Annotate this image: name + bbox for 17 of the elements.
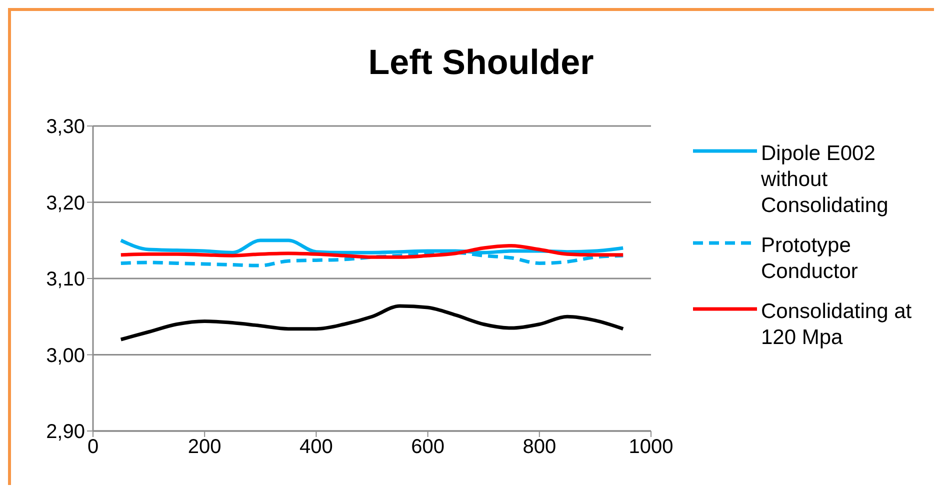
line-series — [119, 244, 625, 259]
y-tick-label: 3,20 — [46, 192, 85, 214]
x-tick-label: 600 — [411, 436, 444, 458]
x-tick-label: 400 — [300, 436, 333, 458]
x-tick-label: 0 — [87, 436, 99, 458]
line-series — [119, 304, 625, 342]
legend-label: Dipole E002 without Consolidating — [761, 141, 890, 219]
legend-label: Consolidating at 120 Mpa — [761, 299, 913, 351]
y-tick-label: 3,30 — [46, 116, 85, 138]
x-tick-label: 800 — [522, 436, 556, 458]
y-tick-label: 2,90 — [46, 421, 85, 444]
x-tick-label: 1000 — [628, 436, 674, 458]
chart-title: Left Shoulder — [367, 43, 595, 83]
y-tick-label: 3,10 — [46, 268, 85, 291]
legend-label: Prototype Conductor — [761, 233, 859, 285]
y-tick-label: 3,00 — [46, 344, 85, 367]
x-tick-label: 200 — [188, 436, 222, 458]
